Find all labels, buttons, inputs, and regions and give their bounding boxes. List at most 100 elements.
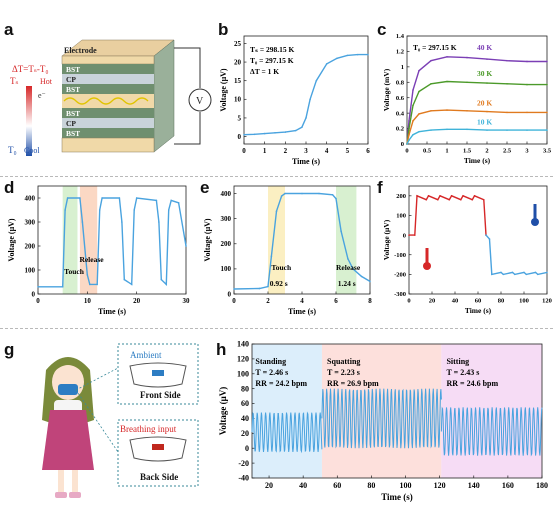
x-axis-label: Time (s) — [464, 156, 491, 165]
series-b-point — [367, 53, 369, 56]
series-d-point — [86, 274, 89, 276]
series-b-point — [336, 57, 338, 60]
series-c-2 — [406, 109, 547, 145]
x-tick-label: 100 — [519, 298, 529, 305]
x-axis-label: Time (s) — [288, 307, 316, 316]
region-rate: RR = 24.6 bpm — [446, 379, 498, 388]
series-d-point — [89, 283, 91, 286]
x-tick-label: 0 — [36, 297, 40, 305]
panel-g-illustration: Ambient Front Side Breathing input Back … — [42, 343, 199, 498]
series-d-point — [37, 286, 39, 288]
back-side-box — [117, 419, 199, 487]
series-c-2-point — [418, 113, 420, 115]
y-tick-label: 15 — [234, 77, 242, 85]
series-e-point — [352, 268, 354, 270]
series-f-hot-point — [462, 195, 464, 197]
series-d-point — [135, 197, 138, 199]
touch-label: Touch — [271, 263, 292, 272]
y-axis-label: Voltage (μV) — [203, 218, 212, 261]
x-tick-label: 40 — [452, 298, 459, 305]
series-c-3-point — [408, 139, 410, 141]
t0-label: T₀ — [8, 145, 17, 155]
series-label: 20 K — [477, 98, 492, 107]
y-tick-label: 140 — [237, 340, 249, 349]
plot-frame — [408, 185, 548, 295]
annotation: ΔT = 1 K — [250, 67, 279, 76]
plot-frame — [37, 185, 187, 295]
temp-gradient-cool — [26, 126, 32, 156]
voltmeter-label: V — [196, 96, 204, 107]
series-d-point — [96, 283, 98, 286]
release-region — [79, 186, 98, 294]
thermometer-cold-icon — [531, 218, 539, 226]
series-f-cold-point — [525, 273, 528, 276]
y-tick-label: -40 — [238, 474, 249, 483]
series-c-3-point — [446, 128, 448, 131]
y-axis-label: Voltage (μV) — [218, 387, 228, 436]
series-f-cold-point — [514, 273, 516, 276]
y-tick-label: 120 — [237, 355, 249, 364]
y-tick-label: 25 — [234, 40, 242, 48]
series-f-cold-point — [500, 271, 502, 274]
series-c-1-point — [546, 83, 548, 86]
y-tick-label: 0 — [403, 232, 406, 239]
x-tick-label: 1.5 — [463, 148, 472, 155]
y-tick-label: 0.2 — [396, 126, 404, 133]
y-tick-label: 5 — [238, 114, 242, 122]
series-c-0-point — [430, 59, 432, 62]
series-f-cold-point — [491, 273, 493, 276]
mask-on-face — [58, 384, 78, 395]
series-c-1-point — [408, 127, 410, 130]
y-tick-label: 100 — [25, 266, 36, 274]
x-tick-label: 1 — [445, 148, 448, 155]
series-c-0-point — [546, 60, 548, 63]
x-tick-label: 20 — [133, 297, 141, 305]
x-tick-label: 0.5 — [423, 148, 432, 155]
sensor-front — [152, 370, 164, 376]
electrode-label: Electrode — [64, 46, 97, 55]
touch-label: Touch — [64, 267, 85, 276]
series-d-point — [66, 197, 69, 199]
series-c-2-point — [486, 110, 488, 113]
series-d-point — [133, 209, 135, 211]
series-f-hot — [409, 194, 487, 236]
series-h-standing — [251, 411, 323, 454]
series-f-cold-point — [485, 234, 487, 236]
panel-label-g: g — [4, 340, 15, 359]
series-c-3-point — [418, 130, 420, 133]
series-e-point — [275, 210, 278, 212]
x-tick-label: 3 — [525, 148, 529, 155]
series-e-point — [284, 192, 286, 195]
x-tick-label: 0 — [407, 298, 410, 305]
x-tick-label: 160 — [502, 481, 514, 490]
layer-label-4: BST — [66, 109, 80, 118]
y-tick-label: 0.8 — [396, 79, 405, 86]
series-c-3-point — [546, 129, 548, 131]
x-tick-label: 3.5 — [543, 148, 552, 155]
y-tick-label: 200 — [221, 240, 232, 248]
series-e-point — [369, 280, 371, 283]
touch-time: 0.92 s — [270, 279, 288, 288]
series-f-hot-point — [413, 234, 416, 236]
series-d-point — [81, 221, 84, 223]
series-d-point — [167, 209, 170, 211]
series-f-hot-point — [439, 195, 441, 197]
x-tick-label: 0 — [242, 147, 246, 155]
x-tick-label: 140 — [468, 481, 480, 490]
series-d-point — [123, 278, 126, 281]
x-axis-label: Time (s) — [292, 157, 320, 166]
x-tick-label: 4 — [325, 147, 329, 155]
y-tick-label: -200 — [394, 272, 406, 279]
y-tick-label: 300 — [221, 215, 232, 223]
panel-f-chart: 0 20 40 60 80 100 120 -300 -200 -100 0 100 200 Time (… — [382, 185, 552, 315]
y-tick-label: 60 — [241, 399, 249, 408]
series-b-point — [243, 133, 245, 136]
series-f-hot-point — [473, 195, 476, 197]
x-tick-label: 120 — [542, 298, 552, 305]
x-tick-label: 3 — [304, 147, 308, 155]
x-tick-label: 60 — [475, 298, 482, 305]
series-c-0-point — [466, 56, 468, 59]
y-axis-label: Voltage (μV) — [219, 68, 228, 111]
series-c-3-point — [430, 129, 432, 131]
